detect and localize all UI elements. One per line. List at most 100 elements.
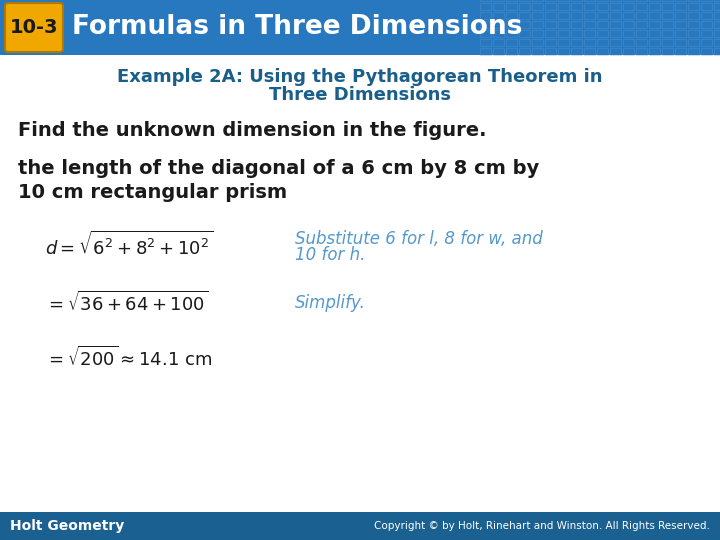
Bar (584, 12, 595, 19)
Bar (597, 3, 608, 10)
Bar (506, 39, 517, 46)
Bar (532, 30, 543, 37)
Bar (558, 39, 569, 46)
Bar (610, 0, 621, 1)
Bar (636, 3, 647, 10)
Bar (0, 0, 720, 55)
Bar (532, 3, 543, 10)
Bar (649, 39, 660, 46)
Bar (506, 0, 517, 1)
Bar (636, 30, 647, 37)
Bar (493, 21, 504, 28)
Bar (649, 21, 660, 28)
Bar (649, 30, 660, 37)
Bar (584, 3, 595, 10)
Bar (610, 39, 621, 46)
Bar (584, 39, 595, 46)
Bar (662, 30, 673, 37)
Bar (545, 12, 556, 19)
Bar (675, 21, 686, 28)
Bar (701, 21, 712, 28)
Bar (545, 30, 556, 37)
Bar (558, 30, 569, 37)
Bar (675, 48, 686, 55)
Bar (714, 12, 720, 19)
Text: 10-3: 10-3 (10, 18, 58, 37)
Bar (688, 21, 699, 28)
Bar (714, 3, 720, 10)
Bar (493, 30, 504, 37)
Bar (558, 0, 569, 1)
Bar (545, 39, 556, 46)
Bar (662, 3, 673, 10)
Bar (519, 39, 530, 46)
Bar (636, 48, 647, 55)
Bar (584, 21, 595, 28)
Bar (532, 48, 543, 55)
Bar (493, 0, 504, 1)
Bar (480, 48, 491, 55)
Bar (506, 12, 517, 19)
Text: Find the unknown dimension in the figure.: Find the unknown dimension in the figure… (18, 120, 487, 139)
Bar (675, 39, 686, 46)
Bar (701, 48, 712, 55)
Text: $= \sqrt{36 + 64 + 100}$: $= \sqrt{36 + 64 + 100}$ (45, 291, 208, 315)
Bar (506, 21, 517, 28)
Bar (636, 0, 647, 1)
Bar (610, 3, 621, 10)
Bar (506, 3, 517, 10)
Text: Copyright © by Holt, Rinehart and Winston. All Rights Reserved.: Copyright © by Holt, Rinehart and Winsto… (374, 521, 710, 531)
Bar (636, 21, 647, 28)
Bar (480, 30, 491, 37)
Bar (493, 3, 504, 10)
Bar (675, 3, 686, 10)
Bar (714, 39, 720, 46)
Bar (688, 48, 699, 55)
Bar (662, 21, 673, 28)
Text: Simplify.: Simplify. (295, 294, 366, 312)
Text: Formulas in Three Dimensions: Formulas in Three Dimensions (72, 15, 523, 40)
Bar (545, 3, 556, 10)
Bar (480, 0, 491, 1)
Bar (649, 12, 660, 19)
Bar (662, 39, 673, 46)
Bar (545, 48, 556, 55)
Bar (532, 39, 543, 46)
Bar (558, 12, 569, 19)
Bar (688, 0, 699, 1)
Bar (597, 39, 608, 46)
Bar (610, 21, 621, 28)
Bar (480, 39, 491, 46)
Bar (519, 21, 530, 28)
Bar (0, 512, 720, 540)
Bar (610, 48, 621, 55)
Bar (571, 21, 582, 28)
Bar (597, 0, 608, 1)
Bar (610, 30, 621, 37)
Text: Three Dimensions: Three Dimensions (269, 86, 451, 104)
Text: Example 2A: Using the Pythagorean Theorem in: Example 2A: Using the Pythagorean Theore… (117, 68, 603, 86)
Bar (701, 30, 712, 37)
Bar (519, 3, 530, 10)
Bar (571, 30, 582, 37)
Bar (519, 30, 530, 37)
Bar (662, 12, 673, 19)
Bar (597, 21, 608, 28)
Bar (623, 30, 634, 37)
Bar (493, 12, 504, 19)
Bar (519, 12, 530, 19)
Bar (506, 48, 517, 55)
Bar (636, 39, 647, 46)
Bar (714, 48, 720, 55)
Bar (571, 48, 582, 55)
Text: 10 for h.: 10 for h. (295, 246, 365, 264)
FancyBboxPatch shape (5, 3, 63, 52)
Text: Substitute 6 for l, 8 for w, and: Substitute 6 for l, 8 for w, and (295, 230, 543, 248)
Text: Holt Geometry: Holt Geometry (10, 519, 125, 533)
Bar (688, 3, 699, 10)
Bar (597, 30, 608, 37)
Bar (597, 12, 608, 19)
Text: 10 cm rectangular prism: 10 cm rectangular prism (18, 184, 287, 202)
Bar (662, 0, 673, 1)
Bar (493, 48, 504, 55)
